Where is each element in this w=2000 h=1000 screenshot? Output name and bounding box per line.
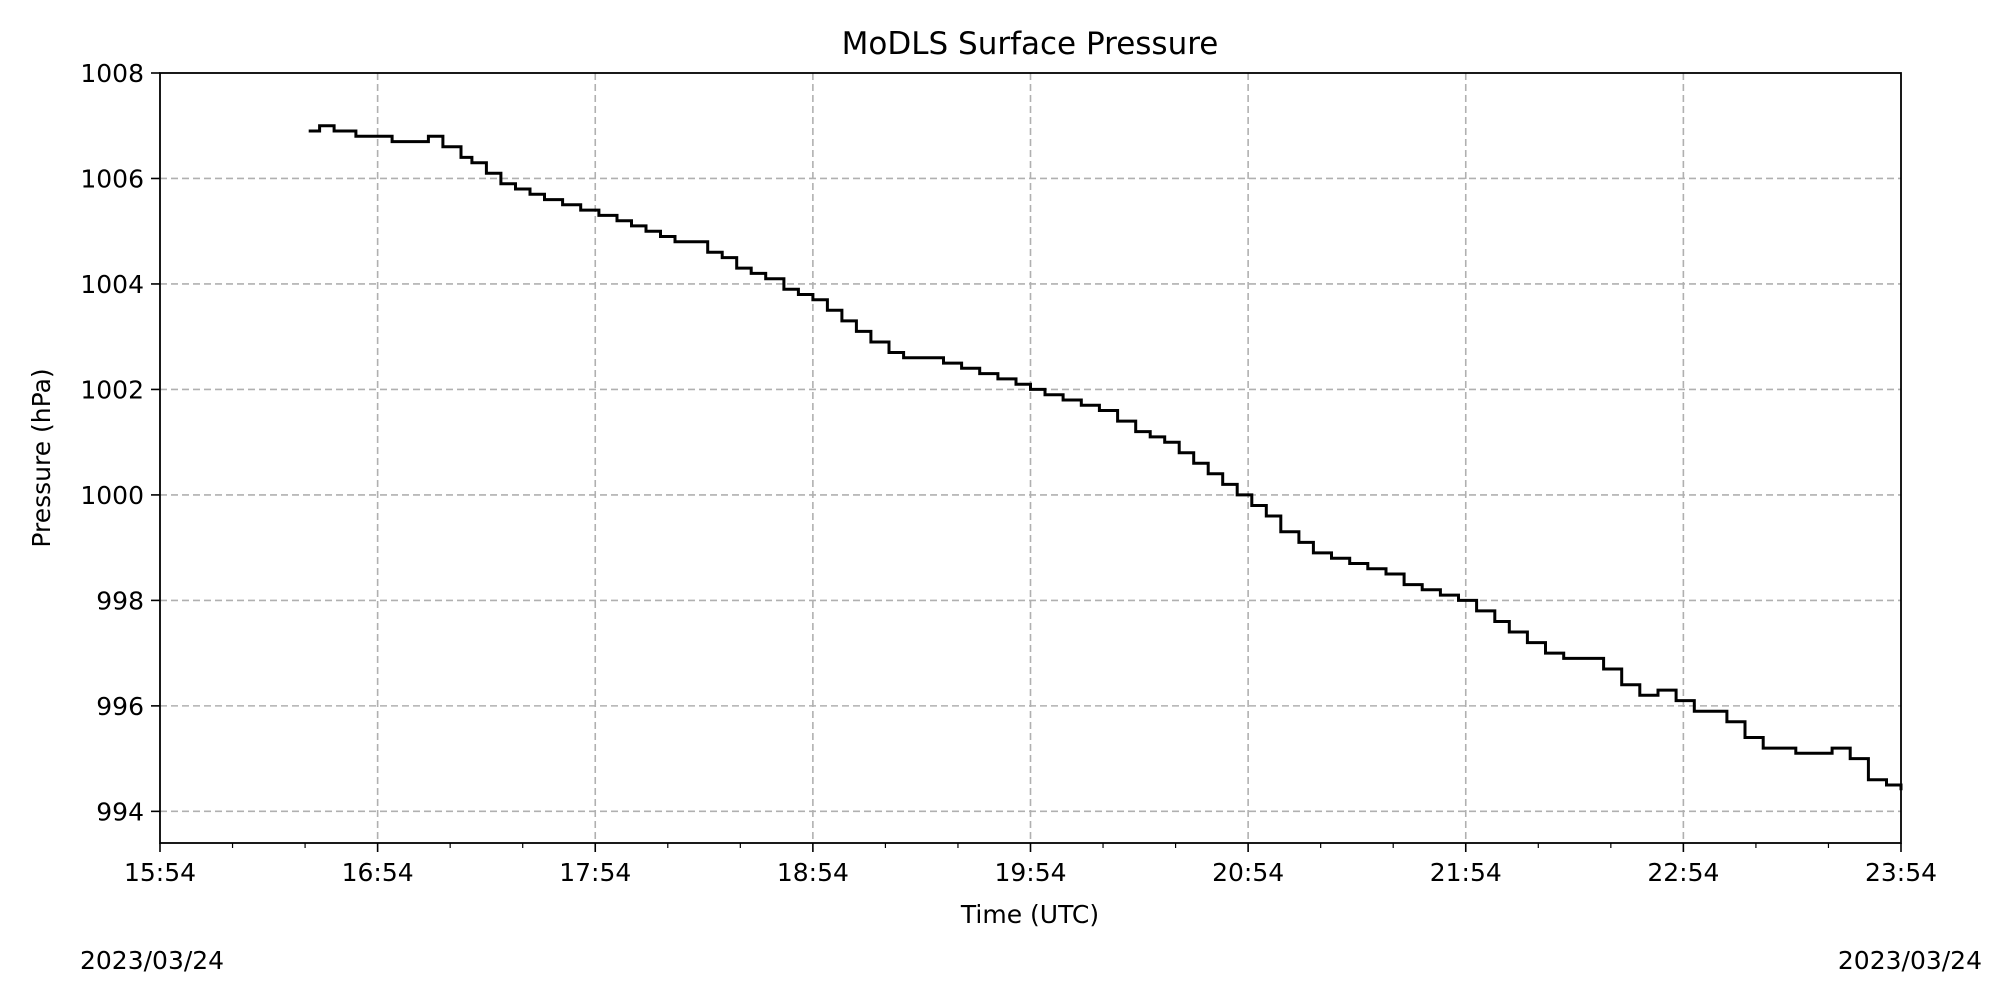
- x-tick-label: 22:54: [1647, 858, 1719, 887]
- x-tick-label: 19:54: [994, 858, 1066, 887]
- labels-layer: 15:54 16:54 17:54 18:54 19:54 20:54 21:54 22:54…: [80, 59, 1937, 887]
- x-tick-label: 17:54: [559, 858, 631, 887]
- x-tick-label: 23:54: [1865, 858, 1937, 887]
- y-tick-label: 994: [96, 797, 144, 826]
- y-tick-label: 1006: [80, 164, 144, 193]
- x-tick-label: 15:54: [124, 858, 196, 887]
- chart-title: MoDLS Surface Pressure: [842, 26, 1219, 62]
- y-tick-label: 1002: [80, 375, 144, 404]
- x-tick-label: 20:54: [1212, 858, 1284, 887]
- plot-frame: [159, 72, 1902, 844]
- grid-layer: [160, 73, 1901, 843]
- pressure-series-line: [308, 124, 1903, 791]
- x-tick-label: 21:54: [1430, 858, 1502, 887]
- x-tick-label: 18:54: [777, 858, 849, 887]
- y-tick-label: 1000: [80, 481, 144, 510]
- y-tick-label: 996: [96, 692, 144, 721]
- x-tick-label: 16:54: [342, 858, 414, 887]
- y-tick-label: 1008: [80, 59, 144, 88]
- ticks-layer: [151, 72, 1902, 852]
- start-date-label: 2023/03/24: [80, 946, 224, 975]
- series-layer: [308, 124, 1903, 791]
- x-axis-label: Time (UTC): [960, 900, 1099, 929]
- y-tick-label: 998: [96, 586, 144, 615]
- y-tick-label: 1004: [80, 270, 144, 299]
- end-date-label: 2023/03/24: [1838, 946, 1982, 975]
- y-axis-label: Pressure (hPa): [27, 368, 56, 547]
